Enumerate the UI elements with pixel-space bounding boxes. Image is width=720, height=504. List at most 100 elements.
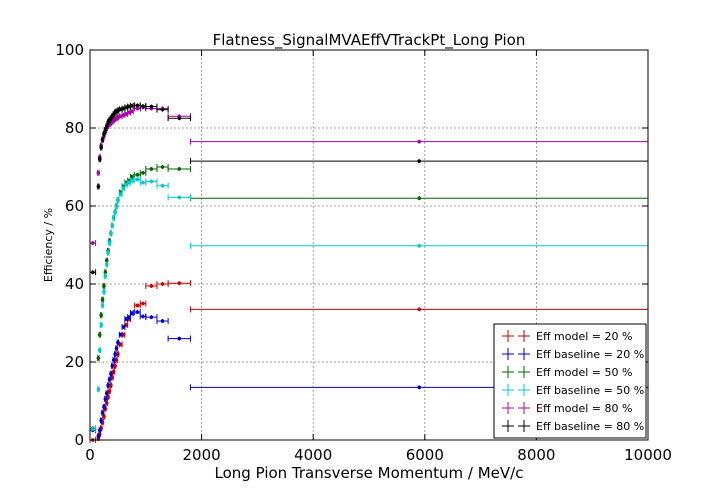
- data-point: [104, 262, 109, 267]
- data-point: [97, 157, 102, 161]
- y-axis-label: Efficiency / %: [42, 208, 55, 282]
- data-point: [160, 165, 165, 169]
- data-point: [118, 192, 123, 197]
- data-point: [116, 198, 120, 202]
- data-point: [118, 342, 123, 347]
- data-point: [130, 103, 134, 108]
- legend-entry: Eff baseline = 80 %: [502, 420, 644, 433]
- data-point: [99, 145, 103, 150]
- data-point: [160, 319, 165, 323]
- data-point: [97, 428, 102, 433]
- data-point: [90, 270, 95, 275]
- legend-entry: Eff model = 20 %: [502, 330, 632, 343]
- plot-frame: [89, 49, 649, 441]
- data-point: [149, 315, 154, 319]
- data-point: [149, 284, 154, 288]
- series-4: [89, 176, 649, 433]
- data-point: [417, 139, 422, 144]
- data-point: [135, 106, 140, 111]
- x-tick-label: 4000: [294, 446, 332, 464]
- data-point: [107, 377, 112, 382]
- data-point: [102, 132, 106, 136]
- data-point: [417, 243, 422, 248]
- data-point: [102, 284, 106, 288]
- data-point: [417, 385, 422, 390]
- legend-label: Eff baseline = 20 %: [536, 348, 644, 361]
- data-point: [99, 323, 103, 327]
- ticks: 0 2000 4000 6000 8000 10000 0 20 40 60 80 100: [55, 41, 672, 464]
- data-point: [96, 356, 101, 360]
- data-point: [90, 241, 95, 245]
- data-point: [104, 258, 109, 263]
- data-point: [96, 434, 101, 438]
- data-point: [110, 223, 115, 228]
- data-point: [102, 414, 106, 419]
- data-point: [149, 104, 154, 109]
- data-point: [177, 281, 182, 286]
- series-5: [89, 104, 649, 247]
- data-point: [109, 231, 113, 236]
- data-point: [417, 159, 422, 163]
- data-point: [114, 358, 119, 362]
- x-tick-label: 2000: [183, 446, 221, 464]
- data-point: [130, 109, 134, 114]
- data-point: [107, 389, 112, 394]
- y-tick-label: 20: [65, 353, 84, 371]
- data-point: [100, 303, 105, 308]
- series-6: [89, 102, 649, 276]
- data-point: [104, 401, 109, 405]
- data-point: [417, 196, 422, 200]
- data-point: [111, 215, 116, 220]
- data-point: [177, 167, 182, 171]
- data-point: [141, 314, 145, 319]
- data-point: [135, 103, 140, 108]
- legend-label: Eff model = 20 %: [536, 330, 632, 343]
- y-tick-label: 80: [65, 119, 84, 137]
- x-tick-label: 8000: [517, 446, 555, 464]
- data-point: [141, 171, 145, 175]
- data-point: [149, 167, 154, 171]
- data-point: [160, 183, 165, 188]
- data-point: [177, 116, 182, 121]
- data-point: [99, 418, 103, 423]
- data-point: [109, 371, 113, 376]
- y-tick-label: 100: [55, 41, 84, 59]
- data-point: [135, 173, 140, 177]
- data-point: [177, 336, 182, 341]
- data-point: [116, 352, 120, 357]
- legend-label: Eff baseline = 80 %: [536, 420, 644, 433]
- data-point: [103, 128, 108, 132]
- legend-label: Eff model = 80 %: [536, 402, 632, 415]
- x-tick-label: 10000: [624, 446, 672, 464]
- data-point: [135, 310, 140, 314]
- legend-label: Eff model = 50 %: [536, 366, 632, 379]
- chart-title: Flatness_SignalMVAEffVTrackPt_Long Pion: [213, 31, 526, 50]
- data-point: [121, 325, 126, 329]
- data-point: [96, 387, 101, 392]
- x-tick-label: 6000: [406, 446, 444, 464]
- data-point: [113, 364, 117, 368]
- data-point: [141, 180, 145, 185]
- data-point: [104, 391, 109, 396]
- legend-entry: Eff baseline = 20 %: [502, 348, 644, 361]
- data-point: [113, 210, 117, 214]
- data-point: [111, 358, 116, 362]
- data-point: [116, 340, 120, 345]
- data-point: [114, 346, 119, 351]
- data-point: [111, 369, 116, 374]
- data-point: [96, 184, 101, 189]
- data-point: [103, 274, 108, 279]
- legend-entry: Eff model = 80 %: [502, 402, 632, 415]
- x-axis-label: Long Pion Transverse Momentum / MeV/c: [215, 464, 524, 482]
- data-point: [100, 410, 105, 415]
- data-point: [100, 297, 105, 302]
- legend-entry: Eff model = 50 %: [502, 366, 632, 379]
- x-tick-label: 0: [85, 446, 95, 464]
- data-point: [104, 124, 109, 128]
- data-point: [109, 383, 113, 388]
- data-point: [114, 204, 119, 208]
- data-point: [149, 179, 154, 184]
- series-layer: [89, 102, 649, 443]
- legend-box: [493, 323, 647, 439]
